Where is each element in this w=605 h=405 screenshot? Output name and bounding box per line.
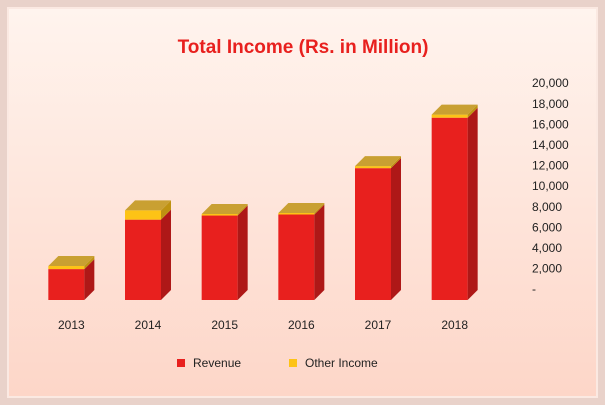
bar-segment: [48, 266, 85, 270]
bar-top: [278, 202, 325, 213]
y-tick-label: 8,000: [532, 200, 562, 214]
bar-side: [314, 202, 325, 215]
legend-swatch: [177, 359, 185, 367]
legend-label: Other Income: [305, 356, 378, 370]
x-tick-label: 2016: [288, 318, 315, 332]
y-tick-label: 16,000: [532, 117, 569, 131]
bar-segment: [431, 114, 468, 118]
y-tick-label: 14,000: [532, 138, 569, 152]
bar-side: [391, 156, 401, 169]
y-tick-label: 4,000: [532, 241, 562, 255]
bar-side: [161, 200, 171, 220]
y-tick-label: -: [532, 282, 536, 296]
y-tick-label: 6,000: [532, 220, 562, 234]
bar-side: [237, 205, 248, 300]
bar-top: [201, 203, 248, 214]
x-tick-label: 2015: [211, 318, 238, 332]
bar-segment: [201, 215, 238, 300]
bar-segment: [48, 269, 85, 300]
bar-top: [355, 156, 401, 167]
bar-side: [314, 204, 325, 300]
x-tick-label: 2018: [441, 318, 468, 332]
bar-top: [431, 104, 478, 115]
y-tick-label: 10,000: [532, 179, 569, 193]
bar-side: [391, 158, 401, 300]
legend-label: Revenue: [193, 356, 241, 370]
chart-title: Total Income (Rs. in Million): [178, 37, 429, 58]
x-tick-label: 2014: [135, 318, 162, 332]
bar-segment: [125, 219, 161, 300]
bar-side: [84, 256, 95, 270]
bar-segment: [355, 168, 391, 300]
y-tick-label: 12,000: [532, 159, 569, 173]
y-tick-label: 20,000: [532, 76, 569, 90]
bar-segment: [201, 213, 238, 216]
bar-side: [237, 203, 248, 216]
bar-segment: [278, 214, 315, 300]
y-tick-label: 2,000: [532, 262, 562, 276]
x-tick-label: 2013: [58, 318, 85, 332]
bar-side: [467, 107, 478, 300]
bar-segment: [355, 166, 391, 169]
panel: [7, 7, 598, 398]
bar-top: [125, 200, 171, 211]
x-tick-label: 2017: [365, 318, 392, 332]
legend-swatch: [289, 359, 297, 367]
bar-segment: [278, 212, 315, 215]
bar-side: [161, 209, 171, 300]
y-tick-label: 18,000: [532, 97, 569, 111]
bar-top: [48, 256, 95, 267]
bar-segment: [431, 117, 468, 300]
bar-side: [467, 104, 478, 118]
bar-segment: [125, 210, 161, 220]
bar-side: [84, 259, 95, 300]
